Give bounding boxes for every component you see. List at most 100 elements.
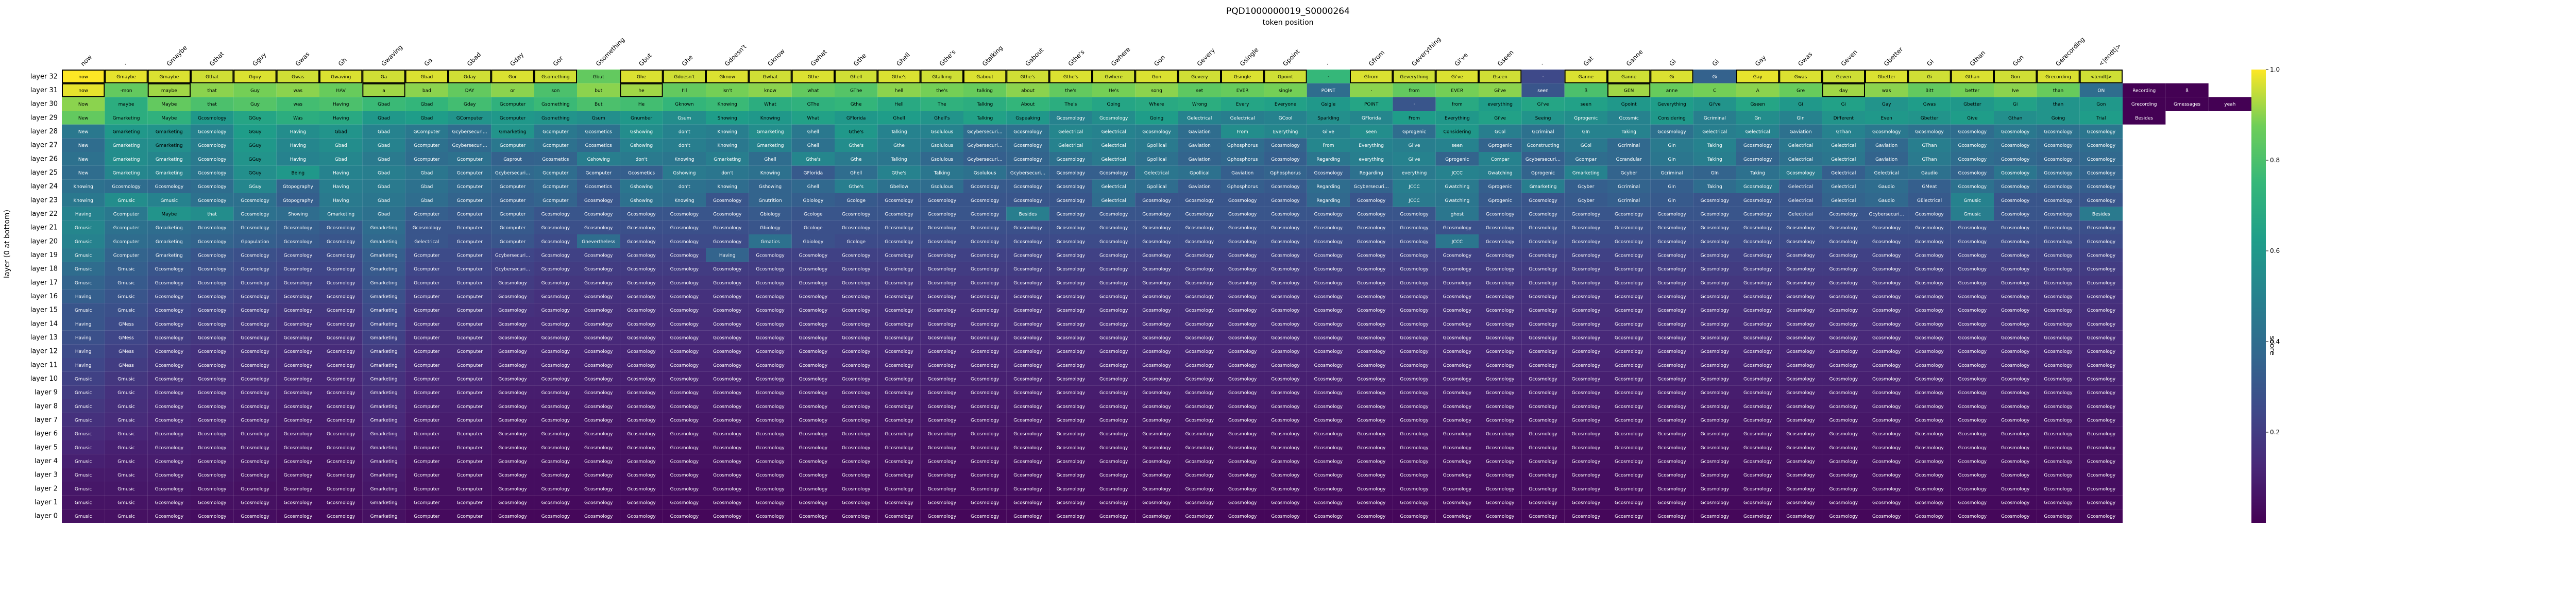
heatmap-cell bbox=[1479, 413, 1522, 427]
heatmap-cell bbox=[62, 248, 105, 262]
cell-token-label: Having bbox=[75, 295, 92, 300]
heatmap-cell bbox=[1393, 385, 1436, 399]
cell-token-label: Having bbox=[333, 116, 349, 121]
heatmap-cell bbox=[2079, 427, 2123, 440]
cell-token-label: Gcosmology bbox=[1786, 404, 1815, 410]
cell-token-label: Gcosmology bbox=[713, 240, 742, 245]
cell-token-label: Gcosmology bbox=[198, 363, 227, 368]
cell-token-label: Gelectrical bbox=[1788, 212, 1813, 217]
heatmap-cell bbox=[1908, 193, 1951, 207]
heatmap-cell bbox=[1264, 276, 1307, 290]
heatmap-cell bbox=[620, 124, 663, 139]
cell-token-label: Taking bbox=[1707, 157, 1722, 162]
y-tick-label: layer 10 bbox=[30, 375, 58, 383]
cell-token-label: than bbox=[2053, 102, 2063, 107]
cell-token-label: Gcosmology bbox=[1615, 404, 1643, 410]
heatmap-cell bbox=[1307, 358, 1350, 372]
cell-token-label: Gcosmology bbox=[1057, 501, 1086, 506]
cell-token-label: Gcosmology bbox=[541, 240, 570, 245]
cell-token-label: Gmusic bbox=[75, 460, 92, 465]
cell-token-label: Gcosmology bbox=[971, 473, 999, 478]
cell-token-label: Gcosmology bbox=[756, 390, 785, 396]
cell-token-label: Gelectrical bbox=[1788, 198, 1813, 203]
cell-token-label: Gshowing bbox=[759, 184, 782, 190]
heatmap-cell bbox=[1908, 385, 1951, 399]
cell-token-label: EVER bbox=[1236, 89, 1249, 94]
cell-token-label: Gcosmology bbox=[1443, 267, 1472, 272]
heatmap-cell bbox=[62, 427, 105, 440]
heatmap-cell bbox=[1006, 330, 1049, 345]
cell-token-label: Gcosmology bbox=[241, 295, 269, 300]
heatmap-cell bbox=[1951, 317, 1994, 331]
cell-token-label: Gcosmology bbox=[1915, 130, 1944, 135]
cell-token-label: Gcosmology bbox=[1615, 363, 1643, 368]
cell-token-label: Gcosmology bbox=[1529, 432, 1557, 437]
cell-token-label: Gcosmology bbox=[1057, 116, 1086, 121]
heatmap-cell bbox=[1736, 413, 1780, 427]
cell-token-label: Gcosmology bbox=[2044, 157, 2073, 162]
heatmap-cell bbox=[534, 371, 577, 386]
heatmap-cell bbox=[706, 344, 749, 358]
heatmap-cell bbox=[405, 234, 448, 248]
heatmap-cell bbox=[1435, 83, 1479, 97]
heatmap-cell bbox=[233, 165, 277, 180]
cell-token-label: Gmusic bbox=[117, 473, 135, 478]
cell-token-label: Gcosmology bbox=[284, 390, 313, 396]
cell-token-label: Gcosmology bbox=[1529, 240, 1557, 245]
heatmap-cell bbox=[448, 111, 492, 125]
heatmap-cell bbox=[620, 509, 663, 523]
heatmap-cell bbox=[233, 371, 277, 386]
cell-token-label: Gwas bbox=[1923, 102, 1936, 107]
cell-token-label: Gcosmology bbox=[1701, 432, 1730, 437]
heatmap-cell bbox=[1650, 193, 1693, 207]
heatmap-cell bbox=[191, 70, 234, 83]
cell-token-label: Gcosmology bbox=[284, 363, 313, 368]
cell-token-label: Gshowing bbox=[587, 157, 610, 162]
cell-token-label: Gthe's bbox=[849, 184, 863, 190]
heatmap-cell bbox=[2079, 289, 2123, 303]
cell-token-label: Gcosmology bbox=[1743, 336, 1772, 341]
heatmap-cell bbox=[1435, 138, 1479, 152]
heatmap-cell bbox=[835, 330, 878, 345]
cell-token-label: Gcosmology bbox=[1185, 308, 1214, 313]
heatmap-cell bbox=[1994, 70, 2037, 83]
heatmap-cell bbox=[1564, 427, 1607, 440]
heatmap-cell bbox=[534, 468, 577, 482]
cell-token-label: Gcosmology bbox=[971, 336, 999, 341]
heatmap-cell bbox=[620, 248, 663, 262]
heatmap-cell bbox=[706, 276, 749, 290]
heatmap-cell bbox=[1092, 207, 1136, 221]
cell-token-label: Gcosmology bbox=[670, 377, 699, 382]
heatmap-cell bbox=[2079, 509, 2123, 523]
heatmap-cell bbox=[1135, 165, 1178, 180]
heatmap-cell bbox=[1994, 399, 2037, 413]
cell-token-label: Gcosmology bbox=[1786, 432, 1815, 437]
cell-token-label: Gbad bbox=[378, 184, 390, 190]
heatmap-cell bbox=[105, 468, 148, 482]
cell-token-label: Gcosmology bbox=[198, 171, 227, 176]
cell-token-label: Gcosmology bbox=[498, 404, 527, 410]
heatmap-cell bbox=[319, 207, 363, 221]
heatmap-cell bbox=[1264, 152, 1307, 166]
cell-token-label: Gcosmology bbox=[1915, 253, 1944, 259]
heatmap-cell bbox=[534, 454, 577, 468]
heatmap-cell bbox=[663, 317, 706, 331]
cell-token-label: Gay bbox=[1882, 102, 1891, 107]
cell-token-label: Having bbox=[75, 336, 92, 341]
heatmap-cell bbox=[448, 358, 492, 372]
heatmap-cell bbox=[491, 70, 534, 83]
heatmap-cell bbox=[1135, 234, 1178, 248]
heatmap-cell bbox=[491, 358, 534, 372]
heatmap-cell bbox=[663, 413, 706, 427]
heatmap-cell bbox=[1994, 509, 2037, 523]
cell-token-label: Gcosmology bbox=[1915, 460, 1944, 465]
heatmap-cell bbox=[2079, 371, 2123, 386]
heatmap-cell bbox=[1350, 111, 1393, 125]
cell-token-label: Gnevertheless bbox=[582, 240, 615, 245]
cell-token-label: the's bbox=[936, 89, 947, 94]
cell-token-label: Gcosmology bbox=[1915, 377, 1944, 382]
x-tick-label: Gthan bbox=[1969, 49, 1987, 67]
match-highlight-box bbox=[319, 70, 363, 83]
heatmap-cell bbox=[877, 427, 921, 440]
cell-token-label: Gmusic bbox=[117, 377, 135, 382]
